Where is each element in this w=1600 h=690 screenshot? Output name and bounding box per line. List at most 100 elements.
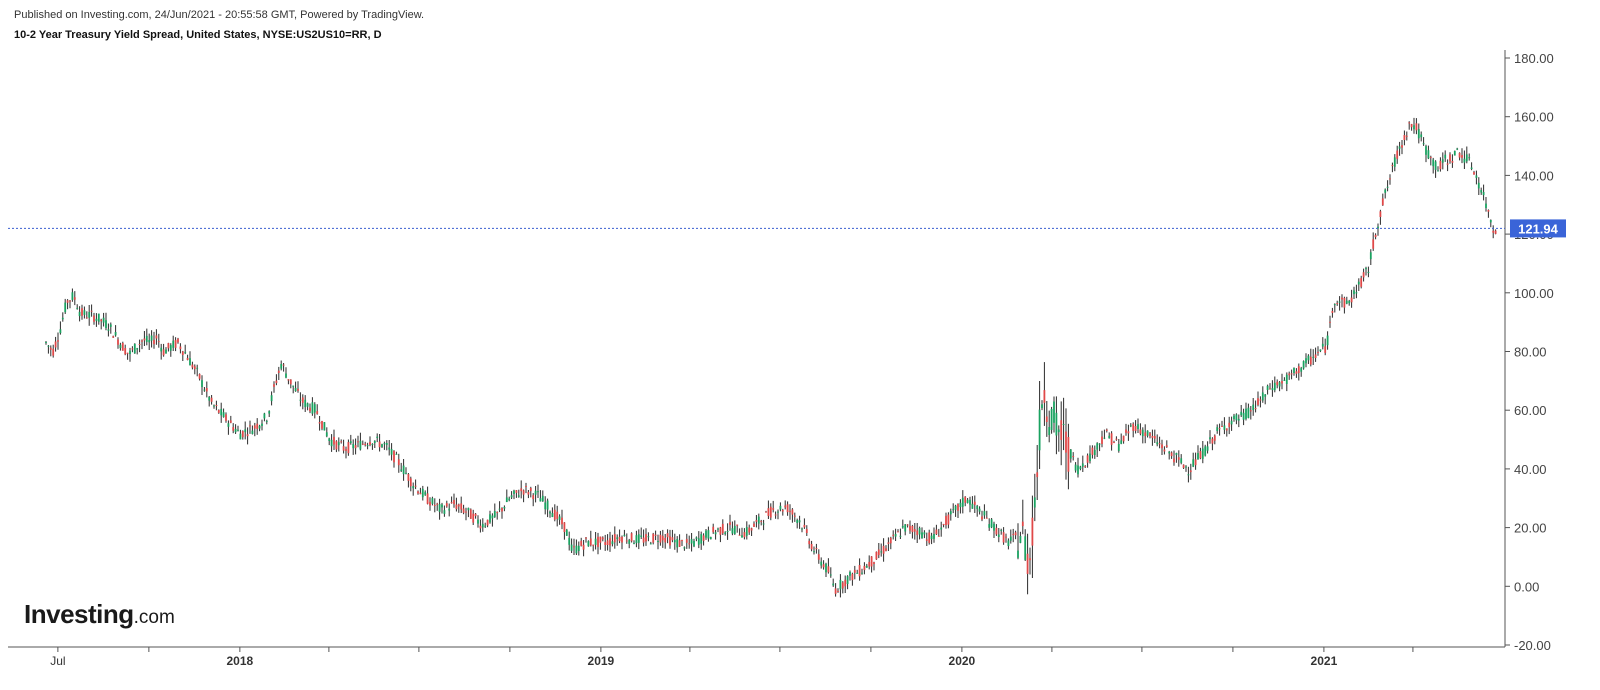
- candle-body: [1403, 135, 1406, 140]
- candle-body: [407, 474, 410, 481]
- candle-body: [892, 534, 895, 536]
- candle-body: [849, 572, 851, 576]
- candle-body: [1108, 435, 1111, 439]
- candle-body: [179, 346, 182, 350]
- candle-body: [1343, 297, 1346, 308]
- candle-body: [630, 533, 633, 542]
- candle-body: [851, 573, 854, 581]
- candle-body: [1401, 145, 1403, 148]
- candle-body: [923, 532, 926, 535]
- candle-body: [1326, 335, 1329, 346]
- candle-body: [162, 349, 165, 356]
- candle-body: [121, 343, 124, 351]
- candle-body: [909, 525, 911, 531]
- candle-body: [1288, 373, 1291, 376]
- candle-body: [534, 490, 537, 495]
- candle-body: [976, 505, 979, 510]
- candle-body: [328, 438, 331, 441]
- candle-body: [414, 485, 417, 487]
- candle-body: [441, 504, 443, 508]
- candle-body: [241, 431, 244, 438]
- candle-body: [705, 530, 707, 538]
- candle-body: [702, 535, 705, 541]
- candle-body: [568, 537, 571, 545]
- candle-body: [217, 410, 220, 413]
- candle-body: [66, 300, 69, 303]
- candle-body: [813, 551, 815, 553]
- x-axis[interactable]: Jul 2018 2019 2020 2021: [8, 646, 1505, 668]
- candle-body: [765, 511, 767, 513]
- candle-body: [472, 513, 475, 523]
- candle-body: [791, 509, 794, 515]
- candle-body: [798, 520, 801, 523]
- candle-body: [294, 387, 297, 392]
- candle-body: [1218, 428, 1221, 430]
- candle-body: [712, 526, 715, 533]
- y-tick-label: 160.00: [1514, 110, 1554, 125]
- candle-body: [613, 534, 616, 543]
- candle-body: [525, 486, 527, 487]
- candle-body: [215, 405, 218, 406]
- candle-body: [251, 430, 254, 434]
- candle-body: [47, 345, 50, 347]
- candle-body: [1439, 160, 1442, 170]
- candle-body: [359, 440, 362, 450]
- candle-body: [342, 446, 345, 451]
- candle-body: [417, 491, 419, 494]
- candle-body: [71, 292, 74, 300]
- candle-body: [1278, 382, 1281, 387]
- y-axis[interactable]: 180.00160.00140.00120.00100.0080.0060.00…: [1504, 50, 1554, 653]
- candle-body: [1187, 474, 1190, 476]
- candle-body: [1007, 540, 1010, 546]
- candle-body: [203, 389, 206, 391]
- candle-body: [1153, 436, 1156, 439]
- candle-body: [957, 504, 959, 511]
- candle-body: [1281, 381, 1283, 384]
- candle-body: [90, 310, 93, 312]
- candle-body: [666, 533, 669, 538]
- candle-body: [757, 516, 760, 524]
- candle-body: [186, 357, 189, 360]
- candle-body: [1341, 297, 1343, 300]
- candle-body: [669, 536, 671, 546]
- candle-body: [1386, 186, 1389, 188]
- candle-body: [1151, 436, 1154, 438]
- candle-body: [333, 436, 335, 445]
- candle-body: [426, 493, 429, 504]
- candle-body: [141, 340, 143, 342]
- candle-body: [347, 442, 350, 454]
- candle-body: [301, 397, 304, 403]
- candle-body: [865, 565, 868, 568]
- candle-body: [1357, 281, 1360, 285]
- candle-body: [1338, 301, 1341, 303]
- candle-body: [1429, 156, 1432, 158]
- candle-body: [762, 523, 765, 525]
- candle-body: [1240, 411, 1243, 416]
- candle-body: [1038, 409, 1041, 451]
- candle-body: [894, 534, 897, 537]
- candle-body: [325, 432, 328, 437]
- candle-body: [165, 349, 167, 354]
- candle-body: [1189, 470, 1192, 473]
- candle-body: [875, 551, 878, 560]
- candle-body: [1067, 437, 1070, 472]
- candle-body: [112, 336, 115, 338]
- candle-body: [309, 407, 311, 412]
- candle-body: [623, 534, 626, 537]
- candle-body: [1216, 427, 1219, 431]
- last-price-badge: [1510, 219, 1566, 238]
- candle-body: [505, 497, 508, 502]
- candle-body: [1017, 550, 1019, 558]
- candle-body: [897, 531, 899, 533]
- candle-body: [448, 508, 451, 511]
- candle-body: [1415, 123, 1418, 131]
- candle-body: [1211, 438, 1214, 444]
- candle-body: [563, 522, 566, 532]
- candle-body: [479, 525, 482, 529]
- candle-body: [383, 443, 386, 445]
- candle-body: [145, 335, 148, 342]
- candle-body: [1405, 135, 1408, 137]
- candle-body: [769, 506, 772, 518]
- candle-body: [1132, 423, 1135, 431]
